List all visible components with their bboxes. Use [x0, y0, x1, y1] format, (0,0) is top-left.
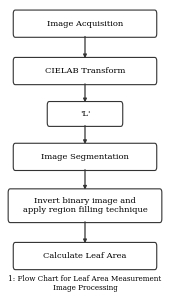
Text: CIELAB Transform: CIELAB Transform — [45, 67, 125, 75]
FancyBboxPatch shape — [13, 143, 157, 170]
Text: Invert binary image and
apply region filling technique: Invert binary image and apply region fil… — [23, 197, 147, 214]
Text: 1: Flow Chart for Leaf Area Measurement
Image Processing: 1: Flow Chart for Leaf Area Measurement … — [8, 275, 162, 292]
Text: Calculate Leaf Area: Calculate Leaf Area — [43, 252, 127, 260]
FancyBboxPatch shape — [8, 189, 162, 223]
Text: Image Acquisition: Image Acquisition — [47, 20, 123, 28]
FancyBboxPatch shape — [47, 102, 123, 126]
FancyBboxPatch shape — [13, 10, 157, 37]
Text: Image Segmentation: Image Segmentation — [41, 153, 129, 161]
Text: 'L': 'L' — [80, 110, 90, 118]
FancyBboxPatch shape — [13, 57, 157, 85]
FancyBboxPatch shape — [13, 242, 157, 270]
